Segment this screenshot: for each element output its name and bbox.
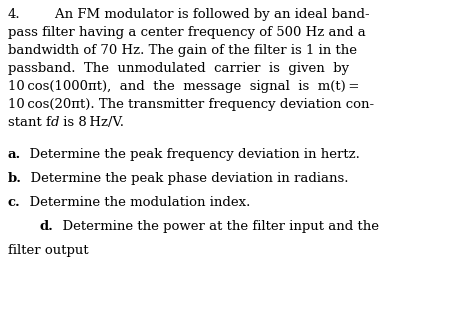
Text: pass filter having a center frequency of 500 Hz and a: pass filter having a center frequency of… (8, 26, 365, 39)
Text: d.: d. (40, 220, 54, 233)
Text: is 8 Hz/V.: is 8 Hz/V. (59, 116, 124, 129)
Text: a.: a. (8, 148, 21, 161)
Text: 4.: 4. (8, 8, 20, 21)
Text: bandwidth of 70 Hz. The gain of the filter is 1 in the: bandwidth of 70 Hz. The gain of the filt… (8, 44, 356, 57)
Text: c.: c. (8, 196, 21, 209)
Text: 10 cos(20πt). The transmitter frequency deviation con-: 10 cos(20πt). The transmitter frequency … (8, 98, 373, 111)
Text: filter output: filter output (8, 244, 88, 257)
Text: Determine the peak frequency deviation in hertz.: Determine the peak frequency deviation i… (21, 148, 359, 161)
Text: An FM modulator is followed by an ideal band-: An FM modulator is followed by an ideal … (20, 8, 369, 21)
Text: 10 cos(1000πt),  and  the  message  signal  is  m(t) =: 10 cos(1000πt), and the message signal i… (8, 80, 359, 93)
Text: Determine the modulation index.: Determine the modulation index. (21, 196, 250, 209)
Text: Determine the power at the filter input and the: Determine the power at the filter input … (54, 220, 378, 233)
Text: b.: b. (8, 172, 22, 185)
Text: d: d (51, 116, 59, 129)
Text: stant f: stant f (8, 116, 51, 129)
Text: Determine the peak phase deviation in radians.: Determine the peak phase deviation in ra… (22, 172, 348, 185)
Text: passband.  The  unmodulated  carrier  is  given  by: passband. The unmodulated carrier is giv… (8, 62, 349, 75)
